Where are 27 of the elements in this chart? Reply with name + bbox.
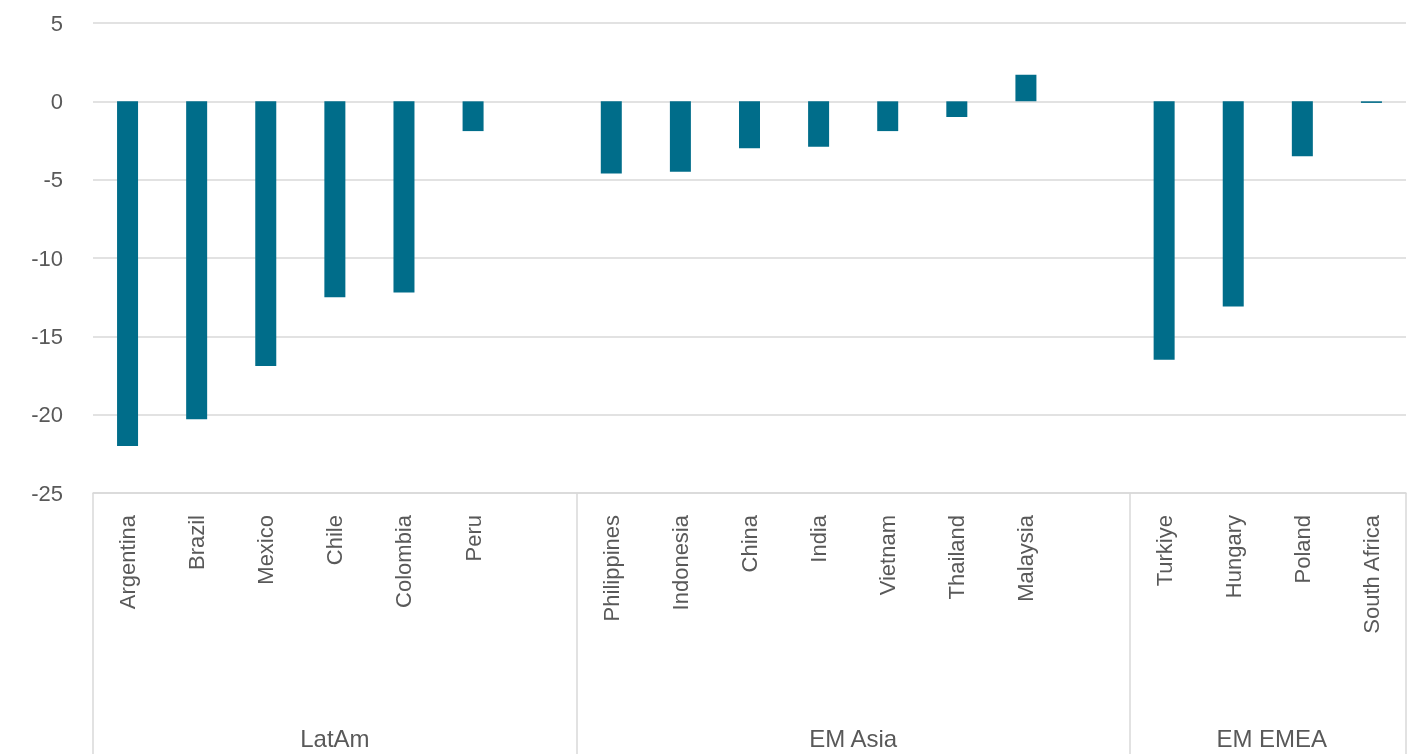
x-tick-label: Vietnam: [875, 515, 901, 596]
x-tick-label: Mexico: [253, 515, 279, 585]
x-tick-label: Colombia: [391, 514, 417, 608]
x-tick-label: Turkiye: [1151, 515, 1177, 587]
text: LatAm: [300, 724, 370, 752]
x-tick-label: Argentina: [115, 514, 141, 610]
x-tick-label: Thailand: [944, 515, 970, 600]
y-tick-label: 5: [50, 10, 63, 36]
y-tick-label: -10: [31, 245, 63, 271]
x-tick-label: Indonesia: [667, 514, 693, 611]
y-tick-label: 0: [50, 88, 63, 114]
x-tick-label: Poland: [1289, 515, 1315, 584]
y-tick-label: -20: [31, 402, 63, 428]
x-tick-label: Hungary: [1220, 515, 1246, 599]
x-tick-label: Malaysia: [1013, 514, 1039, 602]
x-tick-label: South Africa: [1358, 514, 1384, 634]
x-tick-label: Chile: [322, 515, 348, 566]
y-tick-label: -25: [31, 480, 63, 506]
y-tick-label: -15: [31, 323, 63, 349]
text: EM EMEA: [1216, 724, 1328, 752]
y-tick-label: -5: [43, 167, 63, 193]
x-tick-label: Philippines: [598, 515, 624, 622]
x-tick-label: Brazil: [184, 515, 210, 571]
x-tick-label: Peru: [460, 515, 486, 562]
x-tick-label: India: [806, 514, 832, 563]
text: EM Asia: [809, 724, 898, 752]
x-tick-label: China: [737, 514, 762, 573]
